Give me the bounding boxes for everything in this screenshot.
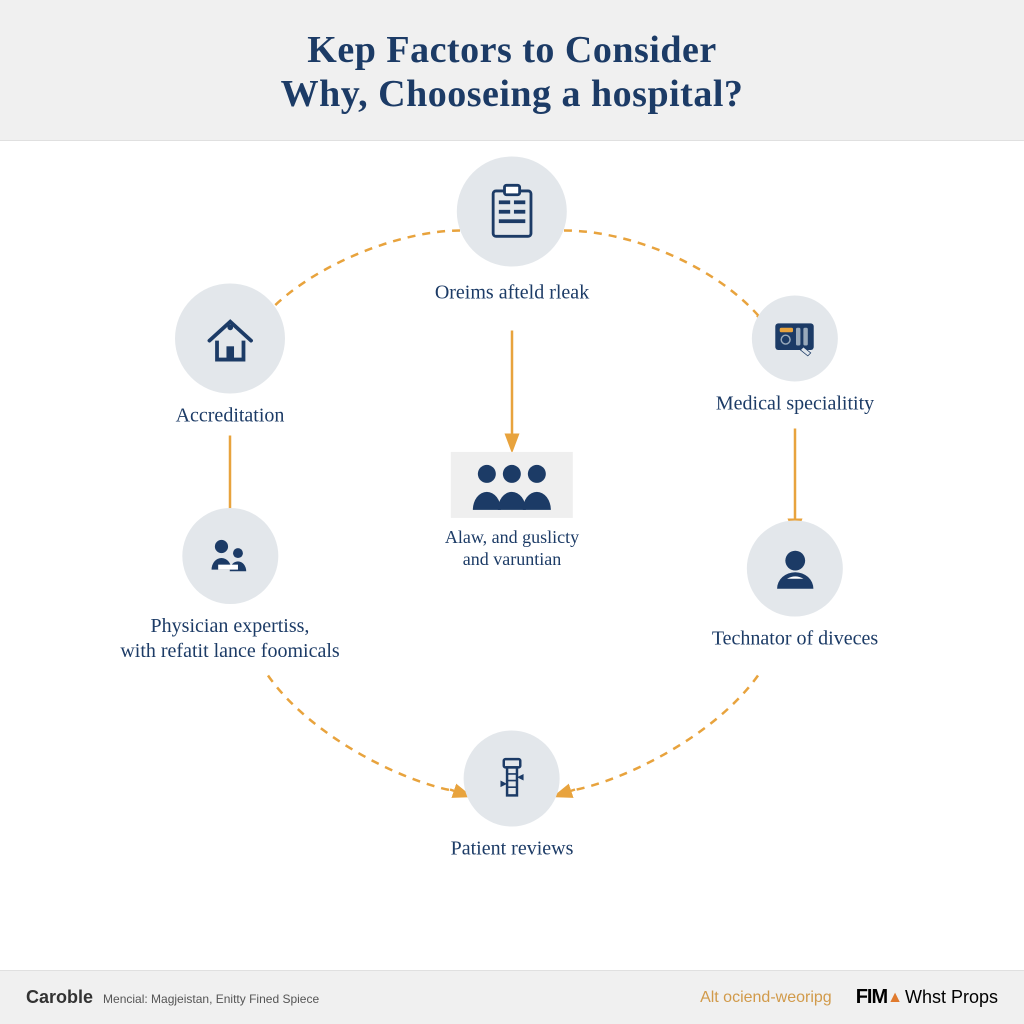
node-label-right_up: Medical specialitity [716,392,874,417]
house-icon [175,284,285,394]
center-caption: Alaw, and guslictyand varuntian [445,527,579,570]
node-left_up: Accreditation [175,284,285,429]
clipboard-icon [457,157,567,267]
node-right_up: Medical specialitity [716,296,874,417]
center-block: Alaw, and guslictyand varuntian [445,452,579,570]
people-icon [451,452,573,518]
title-line-1: Kep Factors to Consider [0,28,1024,72]
gauge-icon [464,731,560,827]
diagram-canvas: Oreims afteld rleak Accreditation Medica… [0,141,1024,970]
node-label-right_down: Technator of diveces [712,627,878,652]
node-left_down: Physician expertiss,with refatit lance f… [120,508,339,664]
header: Kep Factors to Consider Why, Chooseing a… [0,0,1024,141]
footer-logo-main: FƖM [856,986,887,1009]
node-label-left_up: Accreditation [176,404,285,429]
footer-logo: FƖM▲ Whst Props [856,986,998,1009]
title-line-2: Why, Chooseing a hospital? [0,72,1024,116]
footer: Caroble Mencial: Magjeistan, Enitty Fine… [0,970,1024,1024]
bust-icon [747,521,843,617]
node-label-top: Oreims afteld rleak [435,281,589,306]
node-bottom: Patient reviews [451,731,574,862]
monitor-icon [752,296,838,382]
footer-left: Caroble Mencial: Magjeistan, Enitty Fine… [26,987,319,1008]
flame-icon: ▲ [887,989,903,1007]
node-top: Oreims afteld rleak [435,157,589,306]
node-right_down: Technator of diveces [712,521,878,652]
people2-icon [182,508,278,604]
footer-subtext: Mencial: Magjeistan, Enitty Fined Spiece [103,992,319,1006]
footer-tag: Alt ociend-weoripg [700,989,832,1007]
node-label-bottom: Patient reviews [451,837,574,862]
footer-right: Alt ociend-weoripg FƖM▲ Whst Props [700,986,998,1009]
node-label-left_down: Physician expertiss,with refatit lance f… [120,614,339,664]
footer-logo-rest: Whst Props [905,987,998,1008]
footer-brand: Caroble [26,987,93,1008]
